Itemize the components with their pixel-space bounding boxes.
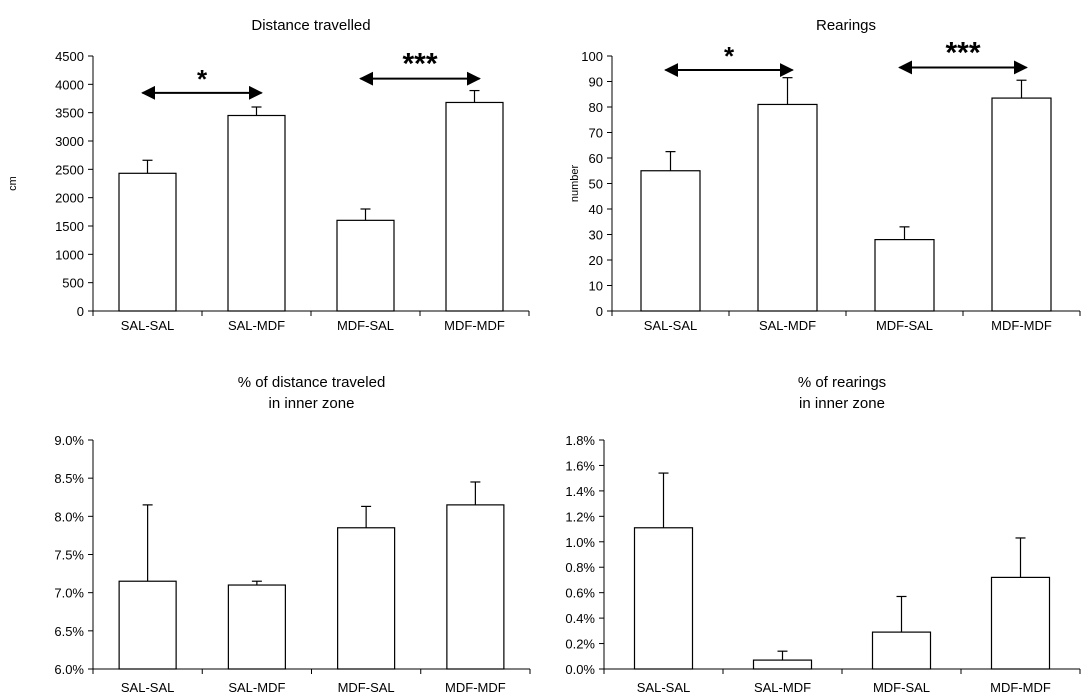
bar	[871, 631, 932, 670]
bar	[227, 584, 286, 670]
chart-subtitle: in inner zone	[799, 395, 885, 412]
x-tick-label: SAL-SAL	[121, 318, 174, 333]
bar	[118, 172, 177, 312]
y-axis-label: number	[569, 165, 581, 203]
x-tick-label: MDF-SAL	[873, 680, 930, 695]
y-tick-label: 30	[589, 228, 603, 243]
y-tick-label: 8.0%	[54, 509, 84, 524]
bar	[118, 580, 177, 670]
y-tick-label: 40	[589, 202, 603, 217]
y-tick-label: 80	[589, 100, 603, 115]
y-tick-label: 2500	[55, 162, 84, 177]
y-tick-label: 500	[62, 276, 84, 291]
x-tick-label: SAL-SAL	[121, 680, 174, 695]
x-tick-label: MDF-SAL	[338, 680, 395, 695]
y-tick-label: 0.8%	[565, 560, 595, 575]
x-tick-label: MDF-MDF	[444, 318, 505, 333]
chart-subtitle: in inner zone	[269, 395, 355, 412]
y-tick-label: 6.0%	[54, 662, 84, 677]
bar	[445, 101, 504, 312]
x-tick-label: MDF-MDF	[990, 680, 1051, 695]
y-tick-label: 50	[589, 177, 603, 192]
x-tick-label: SAL-SAL	[644, 318, 697, 333]
y-tick-label: 4000	[55, 77, 84, 92]
y-tick-label: 70	[589, 126, 603, 141]
x-tick-label: SAL-MDF	[228, 680, 285, 695]
y-tick-label: 90	[589, 75, 603, 90]
x-tick-label: MDF-MDF	[991, 318, 1052, 333]
y-tick-label: 0.6%	[565, 586, 595, 601]
y-tick-label: 2000	[55, 191, 84, 206]
y-tick-label: 100	[581, 49, 603, 64]
y-tick-label: 7.0%	[54, 586, 84, 601]
y-tick-label: 0	[77, 304, 84, 319]
y-tick-label: 0.2%	[565, 637, 595, 652]
bar	[633, 527, 694, 670]
y-tick-label: 9.0%	[54, 433, 84, 448]
y-tick-label: 6.5%	[54, 624, 84, 639]
x-tick-label: SAL-MDF	[754, 680, 811, 695]
bar	[752, 659, 813, 670]
bar	[337, 527, 396, 670]
bar	[991, 97, 1052, 312]
y-tick-label: 8.5%	[54, 471, 84, 486]
y-tick-label: 3500	[55, 106, 84, 121]
y-tick-label: 0.0%	[565, 662, 595, 677]
y-tick-label: 0	[596, 304, 603, 319]
x-tick-label: MDF-SAL	[337, 318, 394, 333]
bar	[336, 219, 395, 312]
y-tick-label: 20	[589, 253, 603, 268]
bar	[990, 576, 1051, 670]
x-tick-label: SAL-MDF	[759, 318, 816, 333]
significance-marker: ***	[945, 36, 980, 69]
x-tick-label: MDF-MDF	[445, 680, 506, 695]
bar	[446, 504, 505, 670]
y-axis-label: cm	[7, 176, 19, 191]
y-tick-label: 10	[589, 279, 603, 294]
y-tick-label: 3000	[55, 134, 84, 149]
y-tick-label: 1.8%	[565, 433, 595, 448]
chart-title: Distance travelled	[251, 17, 370, 34]
y-tick-label: 1.2%	[565, 509, 595, 524]
chart-panel: % of rearings in inner zone 0.0% 0.2% 0.4% 0.…	[565, 374, 1081, 695]
y-tick-label: 60	[589, 151, 603, 166]
x-tick-label: SAL-SAL	[637, 680, 690, 695]
chart-title: Rearings	[816, 17, 876, 34]
x-tick-label: MDF-SAL	[876, 318, 933, 333]
y-tick-label: 1500	[55, 219, 84, 234]
chart-panel: Distance travelled cm 0 500 1000 1500 2000 2500…	[7, 17, 530, 333]
significance-marker: *	[197, 64, 208, 94]
chart-title: % of rearings	[798, 374, 886, 391]
y-tick-label: 1.4%	[565, 484, 595, 499]
y-tick-label: 4500	[55, 49, 84, 64]
y-tick-label: 1.6%	[565, 458, 595, 473]
chart-panel: Rearings number 0 10 20 30 40 50 60 70 80 90 100 SAL-…	[569, 17, 1081, 333]
y-tick-label: 7.5%	[54, 548, 84, 563]
y-tick-label: 1.0%	[565, 535, 595, 550]
x-tick-label: SAL-MDF	[228, 318, 285, 333]
bar	[640, 170, 701, 312]
y-tick-label: 1000	[55, 247, 84, 262]
significance-marker: ***	[402, 48, 437, 81]
y-tick-label: 0.4%	[565, 611, 595, 626]
bar	[874, 239, 935, 312]
chart-panel: % of distance traveled in inner zone 6.0% 6…	[54, 374, 531, 695]
significance-marker: *	[724, 41, 735, 71]
chart-title: % of distance traveled	[238, 374, 386, 391]
bar	[757, 103, 818, 312]
bar	[227, 114, 286, 312]
